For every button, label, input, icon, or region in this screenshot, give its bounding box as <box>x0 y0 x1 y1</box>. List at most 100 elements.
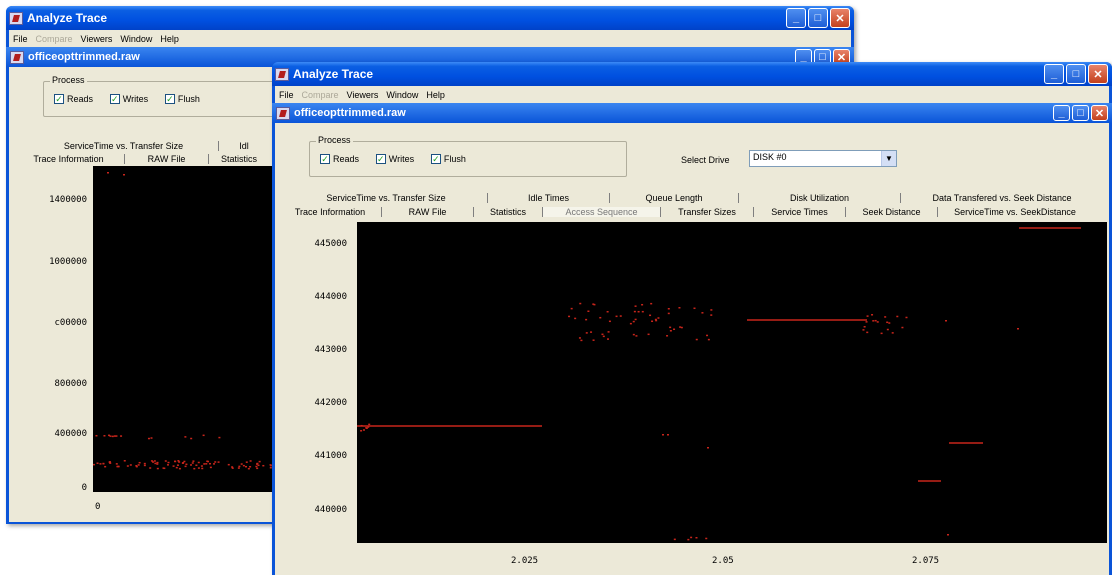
y-tick-label: c00000 <box>54 318 87 328</box>
menu-window[interactable]: Window <box>386 89 419 100</box>
data-point <box>197 461 200 464</box>
data-point <box>945 320 947 322</box>
data-point <box>95 434 98 437</box>
tab-seek-distance[interactable]: Seek Distance <box>846 207 938 217</box>
menubar: File Compare Viewers Window Help <box>275 86 1109 103</box>
tab-raw-file[interactable]: RAW File <box>125 154 209 164</box>
data-point <box>592 303 595 305</box>
data-point <box>629 322 632 325</box>
front-scatter-plot <box>357 227 1081 541</box>
tab-servicetime-transfer[interactable]: ServiceTime vs. Transfer Size <box>29 141 219 151</box>
data-point <box>103 435 106 437</box>
data-point <box>619 315 622 317</box>
tab-data-transfered-seek[interactable]: Data Transfered vs. Seek Distance <box>932 193 1072 203</box>
y-tick-label: 444000 <box>314 292 347 302</box>
menubar: File Compare Viewers Window Help <box>9 30 851 47</box>
y-tick-label: 1000000 <box>49 257 87 267</box>
doc-close-icon[interactable]: ✕ <box>1091 105 1108 121</box>
reads-checkbox[interactable]: ✓ Reads <box>54 94 94 104</box>
data-point <box>641 303 644 306</box>
writes-checkbox[interactable]: ✓ Writes <box>375 154 415 164</box>
menu-help[interactable]: Help <box>160 33 179 44</box>
close-icon[interactable]: ✕ <box>1088 64 1108 84</box>
tab-idle-times[interactable]: Idle Times <box>488 193 610 203</box>
data-point <box>365 427 368 429</box>
data-point <box>149 467 152 469</box>
minimize-icon[interactable]: _ <box>786 8 806 28</box>
process-group: Process ✓ Reads ✓ Writes ✓ Flush <box>43 75 283 117</box>
data-point <box>695 536 698 539</box>
tab-statistics[interactable]: Statistics <box>220 154 257 164</box>
doc-minimize-icon[interactable]: _ <box>1053 105 1070 121</box>
data-point <box>231 466 234 468</box>
tab-trace-information[interactable]: Trace Information <box>279 207 382 217</box>
data-point <box>174 460 177 463</box>
tab-transfer-sizes[interactable]: Transfer Sizes <box>661 207 754 217</box>
tab-servicetime-transfer[interactable]: ServiceTime vs. Transfer Size <box>285 193 488 203</box>
tab-access-sequence[interactable]: Access Sequence <box>543 207 661 217</box>
data-point <box>109 462 112 464</box>
front-window-titlebar[interactable]: Analyze Trace _ □ ✕ <box>272 62 1112 86</box>
data-point <box>579 302 582 305</box>
maximize-icon[interactable]: □ <box>808 8 828 28</box>
data-point <box>93 463 96 466</box>
y-tick-label: 400000 <box>54 429 87 439</box>
data-point <box>126 465 129 467</box>
data-point <box>184 436 187 438</box>
menu-file[interactable]: File <box>279 89 294 100</box>
data-point <box>590 331 593 333</box>
menu-window[interactable]: Window <box>120 33 153 44</box>
doc-close-icon[interactable]: ✕ <box>833 49 850 65</box>
data-point <box>580 339 583 342</box>
doc-maximize-icon[interactable]: □ <box>1072 105 1089 121</box>
menu-compare: Compare <box>301 89 339 100</box>
menu-viewers[interactable]: Viewers <box>346 89 379 100</box>
data-point <box>240 463 243 465</box>
data-point <box>227 463 230 466</box>
data-point <box>249 460 252 462</box>
flush-checkbox[interactable]: ✓ Flush <box>164 94 200 104</box>
data-point <box>213 463 216 465</box>
close-icon[interactable]: ✕ <box>830 8 850 28</box>
data-point <box>115 463 118 465</box>
tab-row-2: Trace Information RAW File Statistics <box>13 154 269 164</box>
reads-checkbox[interactable]: ✓ Reads <box>320 154 360 164</box>
tab-disk-utilization[interactable]: Disk Utilization <box>739 193 901 203</box>
data-point <box>607 331 610 333</box>
select-drive-dropdown[interactable]: DISK #0 ▼ <box>749 150 897 167</box>
data-point <box>117 465 120 468</box>
data-point <box>673 328 676 331</box>
tab-raw-file[interactable]: RAW File <box>382 207 474 217</box>
tab-idle[interactable]: Idl <box>239 141 249 151</box>
writes-checkbox[interactable]: ✓ Writes <box>109 94 149 104</box>
maximize-icon[interactable]: □ <box>1066 64 1086 84</box>
menu-help[interactable]: Help <box>426 89 445 100</box>
tab-trace-information[interactable]: Trace Information <box>13 154 125 164</box>
data-point <box>666 335 669 337</box>
chevron-down-icon[interactable]: ▼ <box>881 151 896 166</box>
data-point <box>156 461 159 464</box>
tab-servicetime-seekdistance[interactable]: ServiceTime vs. SeekDistance <box>954 207 1076 217</box>
minimize-icon[interactable]: _ <box>1044 64 1064 84</box>
menu-file[interactable]: File <box>13 33 28 44</box>
data-point <box>705 537 708 540</box>
tab-queue-length[interactable]: Queue Length <box>610 193 739 203</box>
flush-checkbox[interactable]: ✓ Flush <box>430 154 466 164</box>
data-point <box>891 332 894 334</box>
y-tick-label: 1400000 <box>49 195 87 205</box>
data-point <box>202 434 205 437</box>
data-point <box>680 326 683 329</box>
data-point <box>123 460 126 462</box>
document-titlebar[interactable]: officeopttrimmed.raw _ □ ✕ <box>272 103 1112 123</box>
data-point <box>201 467 204 470</box>
data-point <box>190 437 193 440</box>
data-point <box>164 460 167 462</box>
data-point <box>147 437 150 440</box>
select-drive-value: DISK #0 <box>753 152 787 162</box>
menu-viewers[interactable]: Viewers <box>80 33 113 44</box>
tab-service-times[interactable]: Service Times <box>754 207 846 217</box>
document-icon <box>10 50 24 64</box>
back-window-titlebar[interactable]: Analyze Trace _ □ ✕ <box>6 6 854 30</box>
data-point <box>231 467 234 469</box>
tab-statistics[interactable]: Statistics <box>474 207 543 217</box>
